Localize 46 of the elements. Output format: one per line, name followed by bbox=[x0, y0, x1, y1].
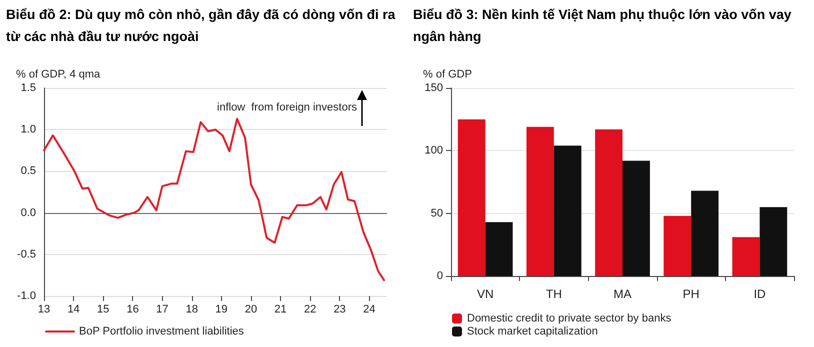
y-axis-title: % of GDP, 4 qma bbox=[16, 68, 102, 80]
chart-title: Biểu đồ 3: Nền kinh tế Việt Nam phụ thuộc lớn vào vốn vay ngân hàng bbox=[412, 6, 792, 46]
x-tick-label: 22 bbox=[304, 304, 316, 316]
x-tick-label: 24 bbox=[363, 304, 376, 316]
annotation: inflow from foreign investors bbox=[217, 102, 358, 114]
bar bbox=[622, 160, 650, 276]
bar bbox=[595, 129, 622, 276]
y-tick-label: 150 bbox=[424, 82, 443, 94]
y-tick-label: -0.5 bbox=[17, 248, 36, 260]
x-tick-label: 18 bbox=[186, 304, 198, 316]
x-tick-label: 21 bbox=[274, 304, 287, 316]
x-tick-label: TH bbox=[546, 287, 562, 301]
x-tick-label: 17 bbox=[156, 304, 168, 316]
line-series bbox=[43, 118, 386, 282]
y-axis-title: % of GDP bbox=[423, 68, 472, 80]
bar bbox=[458, 119, 486, 276]
legend-label: Domestic credit to private sector by banks bbox=[467, 312, 672, 324]
legend-label: BoP Portfolio investment liabilities bbox=[79, 326, 244, 338]
y-tick-label: 1.0 bbox=[20, 124, 36, 136]
bar bbox=[760, 207, 788, 276]
x-tick-label: 20 bbox=[244, 304, 258, 316]
bar bbox=[485, 222, 513, 276]
x-tick-label: PH bbox=[682, 287, 700, 301]
x-tick-label: ID bbox=[754, 287, 766, 301]
bar bbox=[664, 216, 692, 276]
x-tick-label: 19 bbox=[215, 304, 228, 316]
y-tick-label: 1.5 bbox=[20, 82, 36, 94]
chart-title: Biểu đồ 2: Dù quy mô còn nhỏ, gần đây đã có dòng vốn đi ra từ các nhà đầu tư nước ngoài bbox=[5, 6, 396, 46]
y-tick-label: 50 bbox=[430, 207, 443, 220]
x-tick-label: VN bbox=[476, 287, 494, 301]
bar bbox=[526, 126, 554, 276]
legend-label: Stock market capitalization bbox=[467, 326, 598, 338]
x-tick-label: 14 bbox=[67, 304, 80, 316]
y-tick-label: -1.0 bbox=[17, 290, 36, 302]
y-tick-label: 0 bbox=[436, 270, 443, 282]
y-tick-label: 100 bbox=[424, 144, 443, 157]
bar bbox=[691, 190, 719, 276]
x-tick-label: 16 bbox=[126, 304, 139, 316]
x-tick-label: 13 bbox=[38, 304, 50, 316]
bar bbox=[732, 237, 760, 276]
y-tick-label: 0.0 bbox=[20, 206, 36, 219]
y-tick-label: 0.5 bbox=[20, 165, 36, 178]
x-tick-label: 15 bbox=[97, 304, 110, 316]
x-tick-label: 23 bbox=[334, 304, 346, 316]
x-tick-label: MA bbox=[614, 287, 632, 301]
bar bbox=[554, 146, 582, 276]
